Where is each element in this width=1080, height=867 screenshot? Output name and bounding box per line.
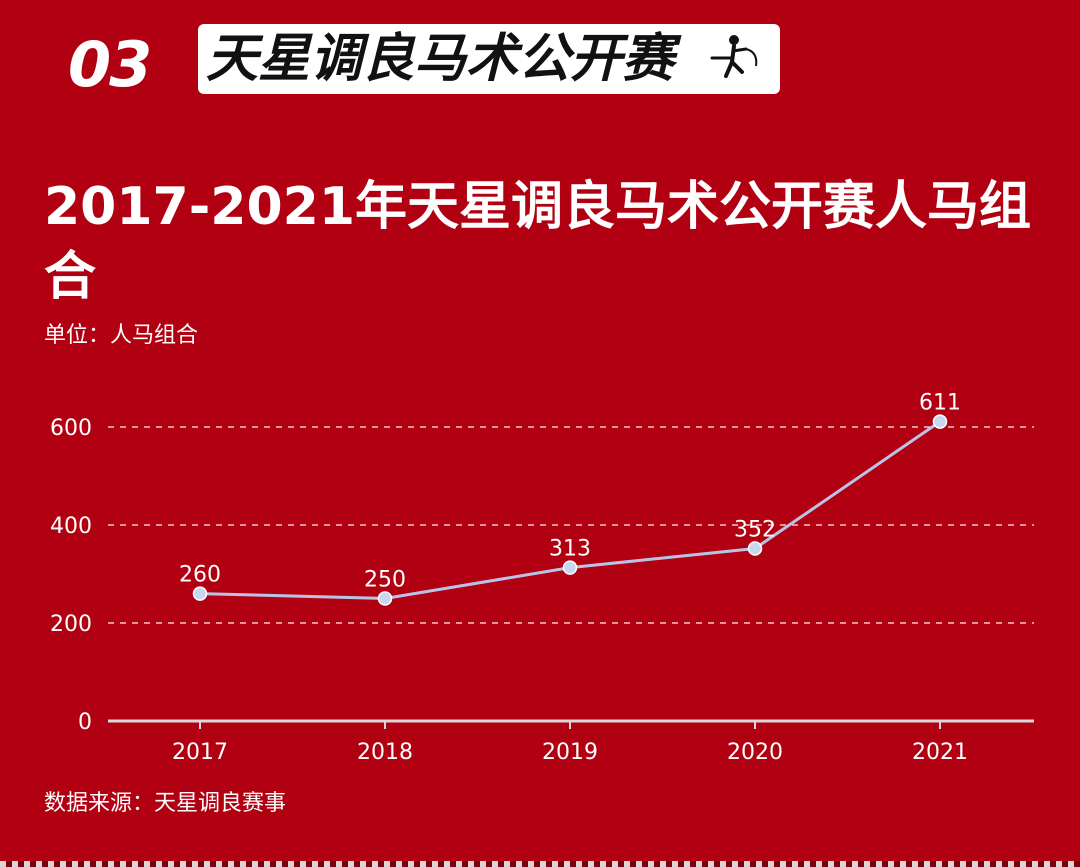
y-tick-label: 200 — [50, 612, 92, 637]
x-tick-label: 2018 — [357, 740, 413, 765]
y-tick-label: 600 — [50, 416, 92, 441]
chart-title: 2017-2021年天星调良马术公开赛人马组合 — [44, 177, 1032, 307]
data-label: 313 — [549, 537, 591, 562]
data-point — [377, 591, 393, 606]
x-tick-label: 2020 — [727, 740, 783, 765]
gridlines — [108, 426, 1034, 624]
data-point — [932, 414, 948, 429]
unit-label: 单位：人马组合 — [44, 323, 199, 348]
y-tick-label: 400 — [50, 514, 92, 539]
x-tick-label: 2017 — [172, 740, 228, 765]
data-point — [747, 541, 763, 556]
data-label: 611 — [919, 391, 961, 416]
bottom-border — [0, 861, 1080, 867]
x-tick-label: 2021 — [912, 740, 968, 765]
x-axis-ticks: 2017 2018 2019 2020 2021 — [172, 721, 968, 765]
banner-title: 天星调良马术公开赛 — [206, 29, 675, 89]
y-axis-ticks: 0 200 400 600 — [50, 416, 92, 735]
section-number: 03 — [68, 28, 152, 101]
data-point — [562, 560, 578, 575]
data-point — [192, 586, 208, 601]
data-label: 250 — [364, 568, 406, 593]
equestrian-rider-icon — [710, 35, 758, 78]
line-chart: 0 200 400 600 2017 2018 2019 2020 2021 260 250 31… — [50, 391, 1034, 765]
data-label: 260 — [179, 563, 221, 588]
data-labels: 260 250 313 352 611 — [179, 391, 961, 593]
x-tick-label: 2019 — [542, 740, 598, 765]
source-label: 数据来源：天星调良赛事 — [44, 791, 287, 816]
series — [192, 414, 948, 606]
section-banner: 天星调良马术公开赛 — [198, 24, 780, 94]
y-tick-label: 0 — [78, 710, 92, 735]
data-label: 352 — [734, 518, 776, 543]
